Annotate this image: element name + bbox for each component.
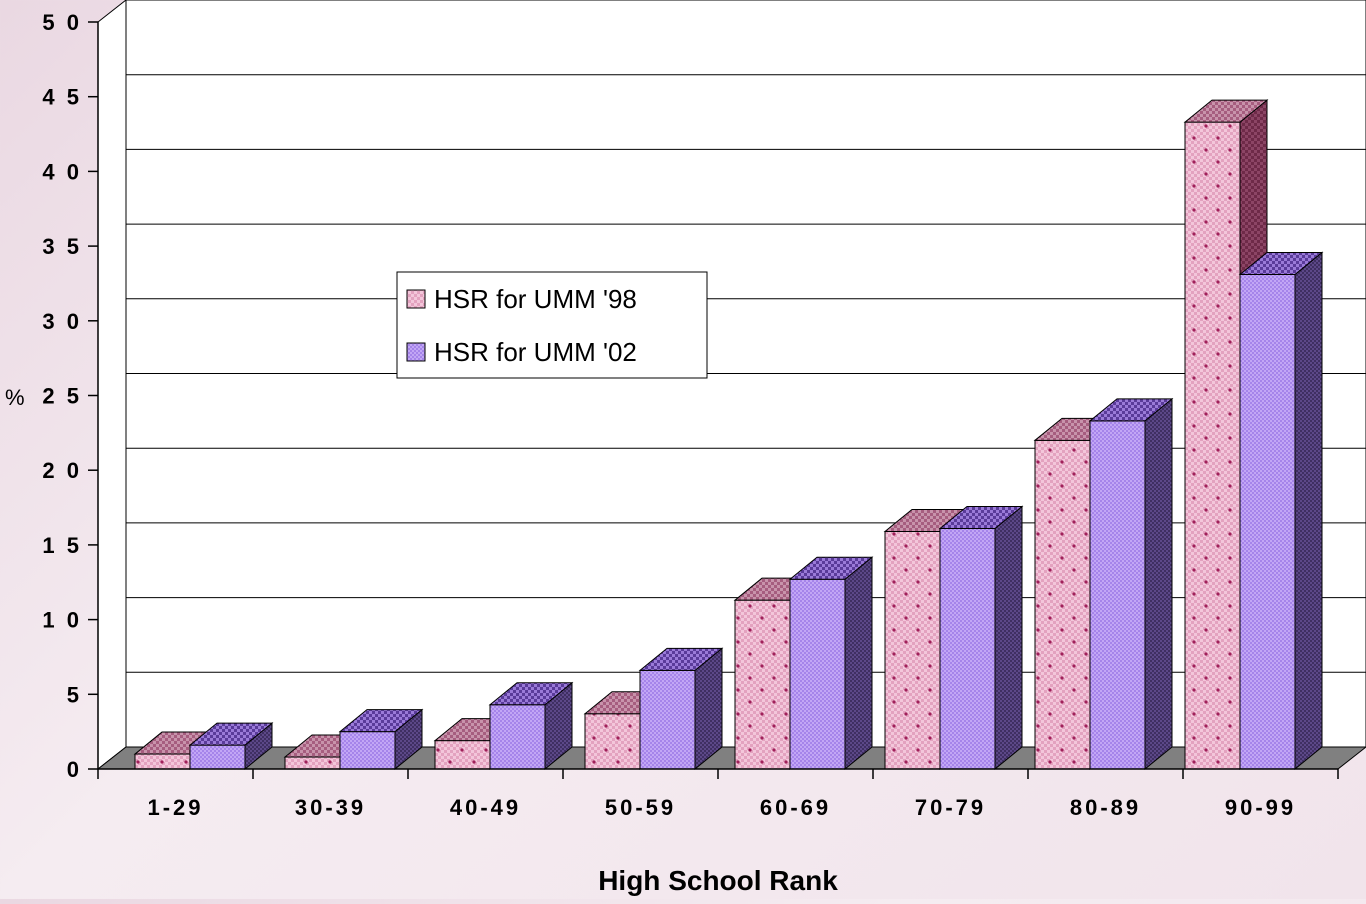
bar-front xyxy=(939,527,996,770)
legend-label: HSR for UMM '98 xyxy=(434,284,637,314)
bar-side xyxy=(1294,251,1323,771)
legend: HSR for UMM '98 HSR for UMM '02 xyxy=(396,271,708,379)
y-tick-label: 4 5 xyxy=(42,85,82,110)
bar-front xyxy=(1184,121,1241,770)
bar-front xyxy=(189,744,246,770)
bar-top xyxy=(1088,398,1174,422)
bar-front xyxy=(1239,273,1296,770)
x-tick-label: 50-59 xyxy=(605,795,676,820)
y-tick-label: 2 5 xyxy=(42,384,82,409)
bar-top xyxy=(488,682,574,706)
bar-top xyxy=(788,556,874,580)
plot-side-wall xyxy=(97,0,127,771)
bar-top xyxy=(338,709,424,733)
x-tick-label: 80-89 xyxy=(1070,795,1141,820)
bar xyxy=(338,708,424,771)
bar-front xyxy=(639,669,696,770)
bar-front xyxy=(339,731,396,770)
bar xyxy=(1238,251,1324,771)
bar-front xyxy=(284,756,341,770)
bar-front xyxy=(134,753,191,770)
bar-front xyxy=(789,578,846,770)
y-tick-label: 3 0 xyxy=(42,309,82,334)
bar xyxy=(188,722,274,771)
x-tick-label: 1-29 xyxy=(147,795,203,820)
bar-front xyxy=(1034,439,1091,770)
x-tick-label: 70-79 xyxy=(915,795,986,820)
legend-label: HSR for UMM '02 xyxy=(434,337,637,367)
bar-front xyxy=(434,740,491,770)
y-tick-label: 3 5 xyxy=(42,234,82,259)
bar-top xyxy=(1183,99,1269,123)
x-axis-title: High School Rank xyxy=(598,865,838,896)
axes-layer xyxy=(88,21,1339,779)
plot-background-layer xyxy=(96,0,1366,771)
bar xyxy=(938,505,1024,771)
bar-side xyxy=(994,505,1023,771)
bar-top xyxy=(938,505,1024,529)
y-tick-label: 5 xyxy=(67,682,82,707)
y-tick-label: 4 0 xyxy=(42,159,82,184)
y-tick-label: 0 xyxy=(67,757,82,782)
bar xyxy=(788,556,874,771)
y-tick-label: 1 5 xyxy=(42,533,82,558)
legend-box xyxy=(396,271,708,379)
y-tick-label: 5 0 xyxy=(42,10,82,35)
bar-top xyxy=(188,722,274,746)
labels-layer: 0 5 1 0 1 5 2 0 2 5 3 0 3 5 4 0 4 5 5 0 1-29 30-39 40… xyxy=(5,10,1296,896)
bar-side xyxy=(1144,397,1173,771)
bar-front xyxy=(884,530,941,770)
legend-swatch xyxy=(406,342,426,362)
x-tick-label: 90-99 xyxy=(1225,795,1296,820)
bar-front xyxy=(584,713,641,770)
y-axis-title: % xyxy=(5,385,25,410)
bar-front xyxy=(734,599,791,770)
bar-top xyxy=(1238,251,1324,275)
bar-front xyxy=(489,704,546,770)
x-tick-label: 60-69 xyxy=(760,795,831,820)
y-tick-label: 2 0 xyxy=(42,458,82,483)
x-tick-label: 40-49 xyxy=(450,795,521,820)
x-tick-label: 30-39 xyxy=(295,795,366,820)
legend-swatch xyxy=(406,289,426,309)
bar-front xyxy=(1089,420,1146,770)
bar xyxy=(488,681,574,771)
y-tick-label: 1 0 xyxy=(42,608,82,633)
bar xyxy=(638,647,724,771)
bars-layer xyxy=(133,99,1324,771)
bar-side xyxy=(844,556,873,771)
bar xyxy=(1088,397,1174,771)
bar-top xyxy=(638,647,724,671)
